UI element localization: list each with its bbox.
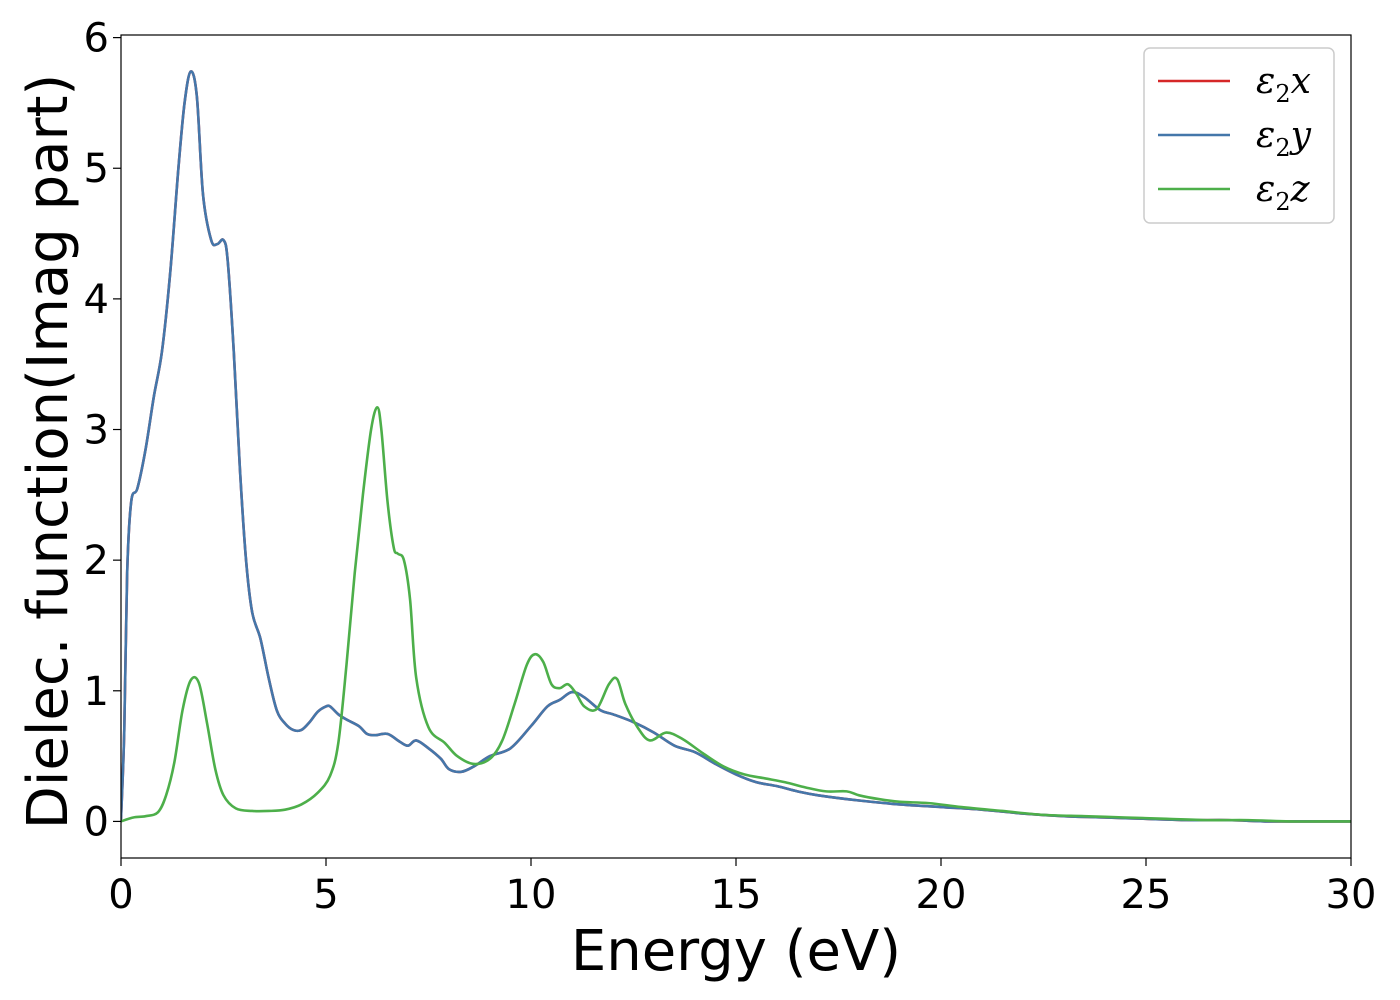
y-axis-label: Dielec. function(Imag part): [16, 74, 81, 830]
x-tick-label: 20: [916, 872, 967, 918]
y-tick-label: 6: [84, 16, 109, 62]
legend-items: ε2x ε2y ε2z: [1158, 61, 1312, 216]
legend-label: ε2z: [1256, 169, 1311, 216]
x-tick-label: 30: [1326, 872, 1377, 918]
y-tick-label: 0: [84, 799, 109, 845]
plot-lines: [121, 70, 1351, 823]
x-tick-label: 0: [108, 872, 133, 918]
series-line-z: [121, 406, 1351, 823]
legend-entry-z: ε2z: [1158, 169, 1311, 216]
legend-entry-x: ε2x: [1158, 61, 1311, 108]
legend-entry-y: ε2y: [1158, 115, 1312, 162]
series-line-y: [121, 70, 1351, 823]
y-tick-label: 5: [84, 146, 109, 192]
legend: ε2x ε2y ε2z: [1143, 47, 1335, 224]
y-axis-ticks: 0 1 2 3 4 5 6: [84, 16, 121, 845]
x-tick-label: 25: [1121, 872, 1172, 918]
y-tick-label: 2: [84, 538, 109, 584]
x-tick-label: 10: [506, 872, 557, 918]
legend-box: [1143, 47, 1335, 224]
y-tick-label: 1: [84, 669, 109, 715]
x-axis-label: Energy (eV): [571, 919, 901, 984]
y-tick-label: 4: [84, 277, 109, 323]
legend-label: ε2y: [1256, 115, 1312, 162]
x-tick-label: 5: [313, 872, 338, 918]
x-axis-ticks: 0 5 10 15 20 25 30: [108, 858, 1376, 918]
x-tick-label: 15: [711, 872, 762, 918]
y-tick-label: 3: [84, 408, 109, 454]
legend-label: ε2x: [1256, 61, 1311, 108]
